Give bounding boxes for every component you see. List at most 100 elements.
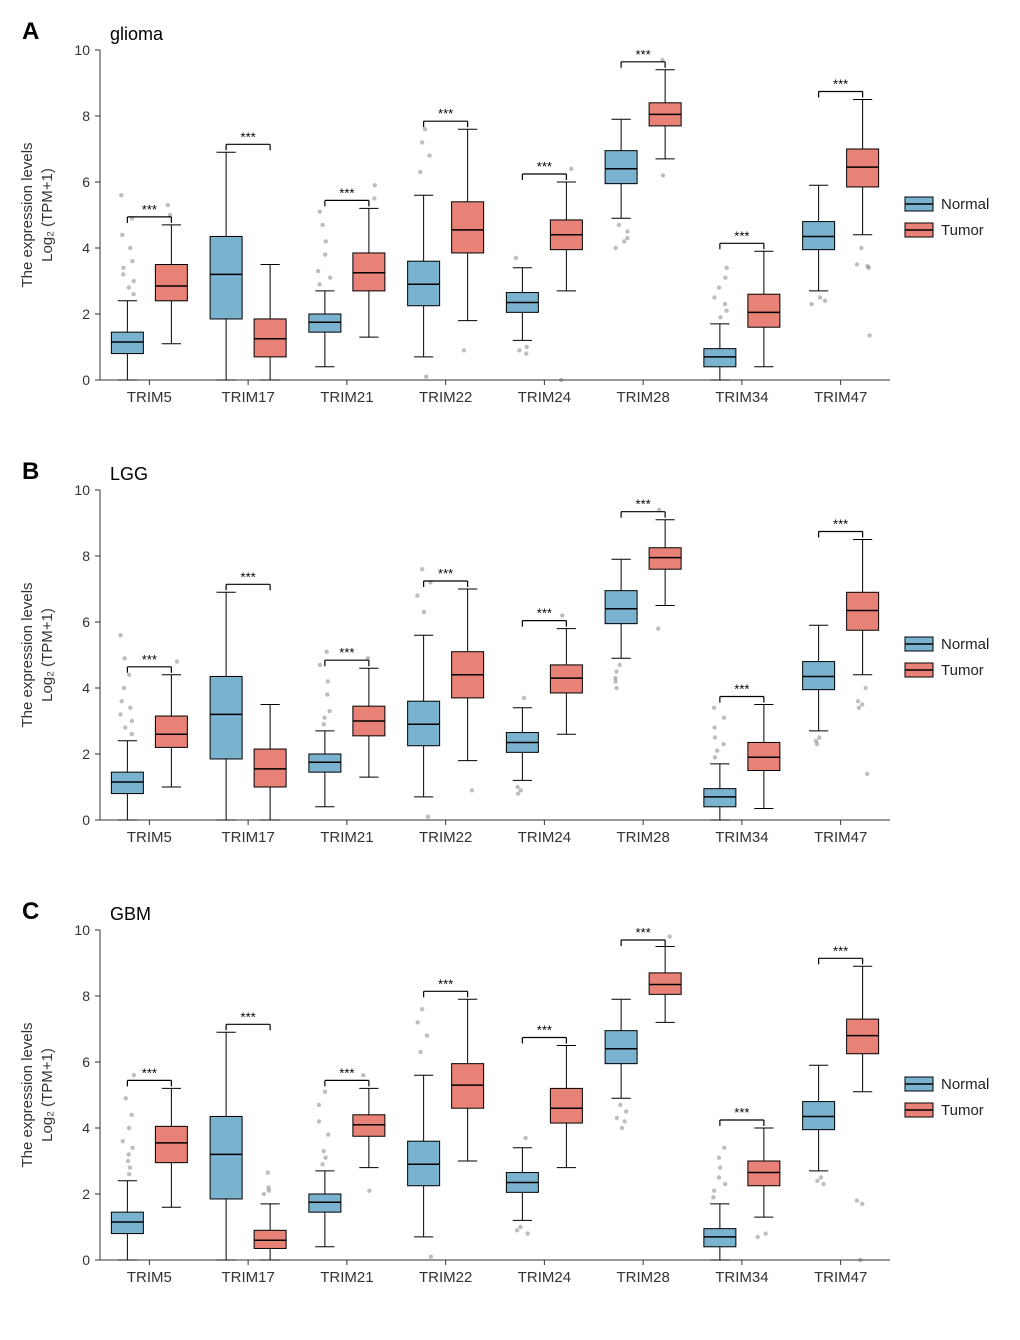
outlier-point bbox=[613, 246, 617, 250]
outlier-point bbox=[121, 272, 125, 276]
outlier-point bbox=[723, 302, 727, 306]
svg-text:The expression levels: The expression levels bbox=[19, 142, 36, 287]
outlier-point bbox=[415, 593, 419, 597]
x-tick-label: TRIM34 bbox=[715, 829, 768, 846]
significance-label: *** bbox=[438, 106, 453, 121]
outlier-point bbox=[717, 1175, 721, 1179]
x-tick-label: TRIM28 bbox=[616, 1269, 669, 1286]
x-tick-label: TRIM21 bbox=[320, 829, 373, 846]
boxplot-box bbox=[111, 772, 143, 793]
outlier-point bbox=[560, 613, 564, 617]
outlier-point bbox=[119, 193, 123, 197]
outlier-point bbox=[712, 725, 716, 729]
outlier-point bbox=[127, 673, 131, 677]
outlier-point bbox=[129, 1113, 133, 1117]
y-tick-label: 0 bbox=[82, 812, 90, 828]
boxplot-box bbox=[155, 1126, 187, 1162]
x-tick-label: TRIM24 bbox=[518, 389, 571, 406]
outlier-point bbox=[865, 264, 869, 268]
panel-title: glioma bbox=[110, 24, 163, 45]
outlier-point bbox=[123, 1096, 127, 1100]
boxplot-box bbox=[408, 1141, 440, 1186]
y-tick-label: 8 bbox=[82, 108, 90, 124]
legend-label: Normal bbox=[941, 196, 989, 213]
outlier-point bbox=[617, 223, 621, 227]
outlier-point bbox=[661, 173, 665, 177]
y-tick-label: 6 bbox=[82, 174, 90, 190]
x-tick-label: TRIM24 bbox=[518, 829, 571, 846]
outlier-point bbox=[130, 732, 134, 736]
chart-svg: 0246810The expression levelsLog₂ (TPM+1)… bbox=[10, 10, 1010, 430]
x-tick-label: TRIM22 bbox=[419, 1269, 472, 1286]
outlier-point bbox=[130, 719, 134, 723]
outlier-point bbox=[120, 233, 124, 237]
svg-text:Log₂ (TPM+1): Log₂ (TPM+1) bbox=[39, 1048, 56, 1142]
outlier-point bbox=[855, 262, 859, 266]
significance-label: *** bbox=[438, 566, 453, 581]
significance-label: *** bbox=[339, 645, 354, 660]
outlier-point bbox=[860, 702, 864, 706]
outlier-point bbox=[620, 1126, 624, 1130]
outlier-point bbox=[328, 276, 332, 280]
significance-label: *** bbox=[734, 228, 749, 243]
x-tick-label: TRIM28 bbox=[616, 829, 669, 846]
significance-label: *** bbox=[339, 185, 354, 200]
boxplot-box bbox=[353, 1115, 385, 1136]
significance-label: *** bbox=[241, 569, 256, 584]
outlier-point bbox=[326, 679, 330, 683]
panel-C: CGBM0246810The expression levelsLog₂ (TP… bbox=[10, 890, 1010, 1310]
outlier-point bbox=[127, 1152, 131, 1156]
outlier-point bbox=[118, 712, 122, 716]
y-tick-label: 2 bbox=[82, 1186, 90, 1202]
outlier-point bbox=[858, 1258, 862, 1262]
boxplot-box bbox=[803, 1102, 835, 1130]
outlier-point bbox=[420, 567, 424, 571]
outlier-point bbox=[317, 1119, 321, 1123]
x-tick-label: TRIM5 bbox=[127, 1269, 172, 1286]
chart-svg: 0246810The expression levelsLog₂ (TPM+1)… bbox=[10, 450, 1010, 870]
x-tick-label: TRIM22 bbox=[419, 829, 472, 846]
panel-B: BLGG0246810The expression levelsLog₂ (TP… bbox=[10, 450, 1010, 870]
outlier-point bbox=[525, 345, 529, 349]
outlier-point bbox=[324, 650, 328, 654]
outlier-point bbox=[423, 127, 427, 131]
outlier-point bbox=[326, 1132, 330, 1136]
outlier-point bbox=[524, 351, 528, 355]
outlier-point bbox=[855, 1198, 859, 1202]
outlier-point bbox=[722, 1146, 726, 1150]
outlier-point bbox=[325, 692, 329, 696]
x-tick-label: TRIM5 bbox=[127, 389, 172, 406]
outlier-point bbox=[723, 1182, 727, 1186]
significance-label: *** bbox=[438, 976, 453, 991]
outlier-point bbox=[715, 749, 719, 753]
y-tick-label: 10 bbox=[74, 482, 90, 498]
y-tick-label: 8 bbox=[82, 548, 90, 564]
outlier-point bbox=[422, 610, 426, 614]
y-axis-label: The expression levelsLog₂ (TPM+1) bbox=[19, 1022, 56, 1167]
outlier-point bbox=[712, 295, 716, 299]
outlier-point bbox=[819, 1175, 823, 1179]
outlier-point bbox=[418, 1050, 422, 1054]
boxplot-box bbox=[605, 591, 637, 624]
panel-title: LGG bbox=[110, 464, 148, 485]
boxplot-box bbox=[254, 1230, 286, 1248]
outlier-point bbox=[175, 659, 179, 663]
outlier-point bbox=[321, 1149, 325, 1153]
boxplot-box bbox=[748, 294, 780, 327]
outlier-point bbox=[131, 292, 135, 296]
boxplot-box bbox=[353, 253, 385, 291]
outlier-point bbox=[418, 170, 422, 174]
outlier-point bbox=[126, 1159, 130, 1163]
outlier-point bbox=[518, 1225, 522, 1229]
y-tick-label: 4 bbox=[82, 240, 90, 256]
panel-title: GBM bbox=[110, 904, 151, 925]
outlier-point bbox=[624, 1109, 628, 1113]
outlier-point bbox=[118, 633, 122, 637]
outlier-point bbox=[132, 279, 136, 283]
outlier-point bbox=[262, 1192, 266, 1196]
significance-label: *** bbox=[734, 1105, 749, 1120]
outlier-point bbox=[618, 1103, 622, 1107]
x-tick-label: TRIM17 bbox=[221, 829, 274, 846]
outlier-point bbox=[656, 626, 660, 630]
outlier-point bbox=[128, 1165, 132, 1169]
